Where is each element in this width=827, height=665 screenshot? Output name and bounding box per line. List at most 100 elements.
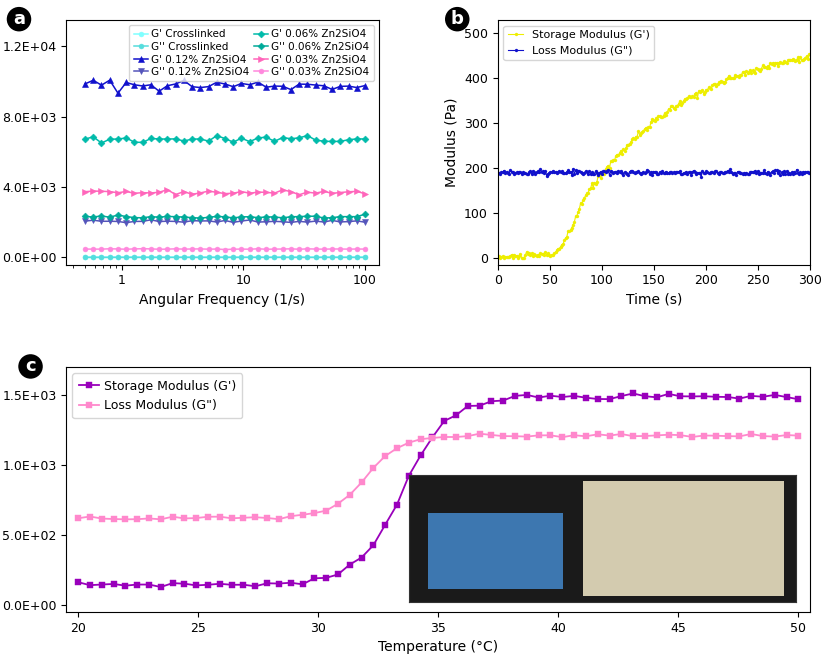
G' 0.12% Zn2SiO4 — [154, 87, 164, 95]
G'' 0.06% Zn2SiO4 — [170, 213, 180, 221]
G' Crosslinked — [228, 253, 238, 261]
G'' 0.03% Zn2SiO4 — [179, 245, 189, 253]
G'' 0.03% Zn2SiO4 — [146, 245, 155, 253]
G'' Crosslinked — [327, 253, 337, 261]
G'' 0.06% Zn2SiO4 — [245, 213, 255, 221]
G'' 0.03% Zn2SiO4 — [327, 245, 337, 253]
Storage Modulus (G') — [546, 251, 556, 259]
Storage Modulus (G') — [227, 581, 237, 589]
G' 0.06% Zn2SiO4 — [228, 138, 238, 146]
G'' Crosslinked — [360, 253, 370, 261]
G' Crosslinked — [270, 253, 280, 261]
G'' 0.03% Zn2SiO4 — [203, 245, 213, 253]
G' 0.12% Zn2SiO4 — [360, 82, 370, 90]
G' 0.12% Zn2SiO4 — [336, 82, 346, 90]
Loss Modulus (G") — [619, 168, 629, 176]
G' 0.12% Zn2SiO4 — [138, 82, 148, 90]
G'' 0.12% Zn2SiO4 — [195, 217, 205, 225]
G' 0.06% Zn2SiO4 — [237, 134, 246, 142]
Loss Modulus (G") — [121, 515, 131, 523]
G' Crosslinked — [336, 253, 346, 261]
G' 0.12% Zn2SiO4 — [122, 78, 131, 86]
G' Crosslinked — [327, 253, 337, 261]
G' 0.06% Zn2SiO4 — [343, 136, 353, 144]
G' 0.06% Zn2SiO4 — [351, 135, 361, 143]
G'' 0.12% Zn2SiO4 — [327, 216, 337, 224]
Line: G'' 0.03% Zn2SiO4: G'' 0.03% Zn2SiO4 — [83, 246, 367, 252]
G'' 0.06% Zn2SiO4 — [105, 213, 115, 221]
G' 0.12% Zn2SiO4 — [220, 80, 230, 88]
Loss Modulus (G") — [274, 515, 284, 523]
G' 0.12% Zn2SiO4 — [88, 76, 98, 84]
G' Crosslinked — [97, 253, 107, 261]
G'' 0.12% Zn2SiO4 — [162, 217, 172, 225]
G' 0.06% Zn2SiO4 — [170, 135, 180, 143]
G'' Crosslinked — [122, 253, 131, 261]
G'' Crosslinked — [195, 253, 205, 261]
G'' 0.03% Zn2SiO4 — [195, 245, 205, 253]
G' 0.12% Zn2SiO4 — [170, 80, 180, 88]
G' 0.06% Zn2SiO4 — [286, 135, 296, 143]
G'' 0.03% Zn2SiO4 — [88, 245, 98, 253]
Line: G'' Crosslinked: G'' Crosslinked — [83, 255, 367, 260]
G'' 0.06% Zn2SiO4 — [278, 214, 288, 222]
G' 0.12% Zn2SiO4 — [203, 82, 213, 90]
G'' 0.03% Zn2SiO4 — [343, 245, 353, 253]
G'' 0.06% Zn2SiO4 — [154, 213, 164, 221]
G' 0.12% Zn2SiO4 — [327, 86, 337, 94]
G' Crosslinked — [187, 253, 197, 261]
G' Crosslinked — [80, 253, 90, 261]
G' 0.12% Zn2SiO4 — [270, 82, 280, 90]
G'' 0.12% Zn2SiO4 — [270, 217, 280, 225]
G' 0.03% Zn2SiO4 — [130, 190, 140, 198]
G'' 0.06% Zn2SiO4 — [286, 213, 296, 221]
Loss Modulus (G") — [796, 168, 805, 176]
G'' Crosslinked — [303, 253, 313, 261]
G'' 0.03% Zn2SiO4 — [261, 245, 271, 253]
G' Crosslinked — [162, 253, 172, 261]
G'' 0.12% Zn2SiO4 — [122, 219, 131, 227]
G' 0.03% Zn2SiO4 — [237, 188, 246, 196]
G' Crosslinked — [303, 253, 313, 261]
G'' 0.06% Zn2SiO4 — [203, 213, 213, 221]
G'' Crosslinked — [270, 253, 280, 261]
Storage Modulus (G') — [522, 391, 532, 399]
G' 0.06% Zn2SiO4 — [113, 135, 123, 143]
Storage Modulus (G') — [132, 581, 142, 589]
G'' 0.12% Zn2SiO4 — [170, 217, 180, 225]
Text: a: a — [13, 10, 25, 28]
G'' 0.12% Zn2SiO4 — [253, 218, 263, 226]
G' 0.06% Zn2SiO4 — [212, 132, 222, 140]
G' 0.12% Zn2SiO4 — [245, 80, 255, 88]
G' Crosslinked — [203, 253, 213, 261]
G'' 0.12% Zn2SiO4 — [294, 217, 304, 225]
G' 0.12% Zn2SiO4 — [179, 76, 189, 84]
G'' Crosslinked — [278, 253, 288, 261]
G'' 0.12% Zn2SiO4 — [154, 217, 164, 225]
G'' 0.06% Zn2SiO4 — [146, 213, 155, 221]
Loss Modulus (G") — [74, 514, 84, 522]
G' 0.03% Zn2SiO4 — [162, 186, 172, 194]
G'' Crosslinked — [228, 253, 238, 261]
Storage Modulus (G') — [495, 254, 505, 262]
G' 0.03% Zn2SiO4 — [154, 188, 164, 196]
G' 0.03% Zn2SiO4 — [80, 188, 90, 196]
G' 0.06% Zn2SiO4 — [88, 133, 98, 141]
G'' 0.03% Zn2SiO4 — [122, 245, 131, 253]
Text: c: c — [25, 358, 36, 376]
G'' 0.03% Zn2SiO4 — [105, 245, 115, 253]
G' 0.06% Zn2SiO4 — [203, 137, 213, 145]
Storage Modulus (G') — [793, 395, 803, 403]
Loss Modulus (G") — [493, 169, 503, 177]
G'' 0.06% Zn2SiO4 — [130, 213, 140, 221]
G'' 0.03% Zn2SiO4 — [170, 245, 180, 253]
Storage Modulus (G') — [723, 393, 733, 401]
G' 0.06% Zn2SiO4 — [220, 134, 230, 142]
Storage Modulus (G') — [675, 97, 685, 105]
G'' 0.03% Zn2SiO4 — [303, 245, 313, 253]
G' 0.03% Zn2SiO4 — [113, 189, 123, 197]
G' 0.06% Zn2SiO4 — [97, 139, 107, 147]
G' 0.06% Zn2SiO4 — [187, 135, 197, 143]
G' Crosslinked — [253, 253, 263, 261]
G' 0.03% Zn2SiO4 — [212, 188, 222, 196]
